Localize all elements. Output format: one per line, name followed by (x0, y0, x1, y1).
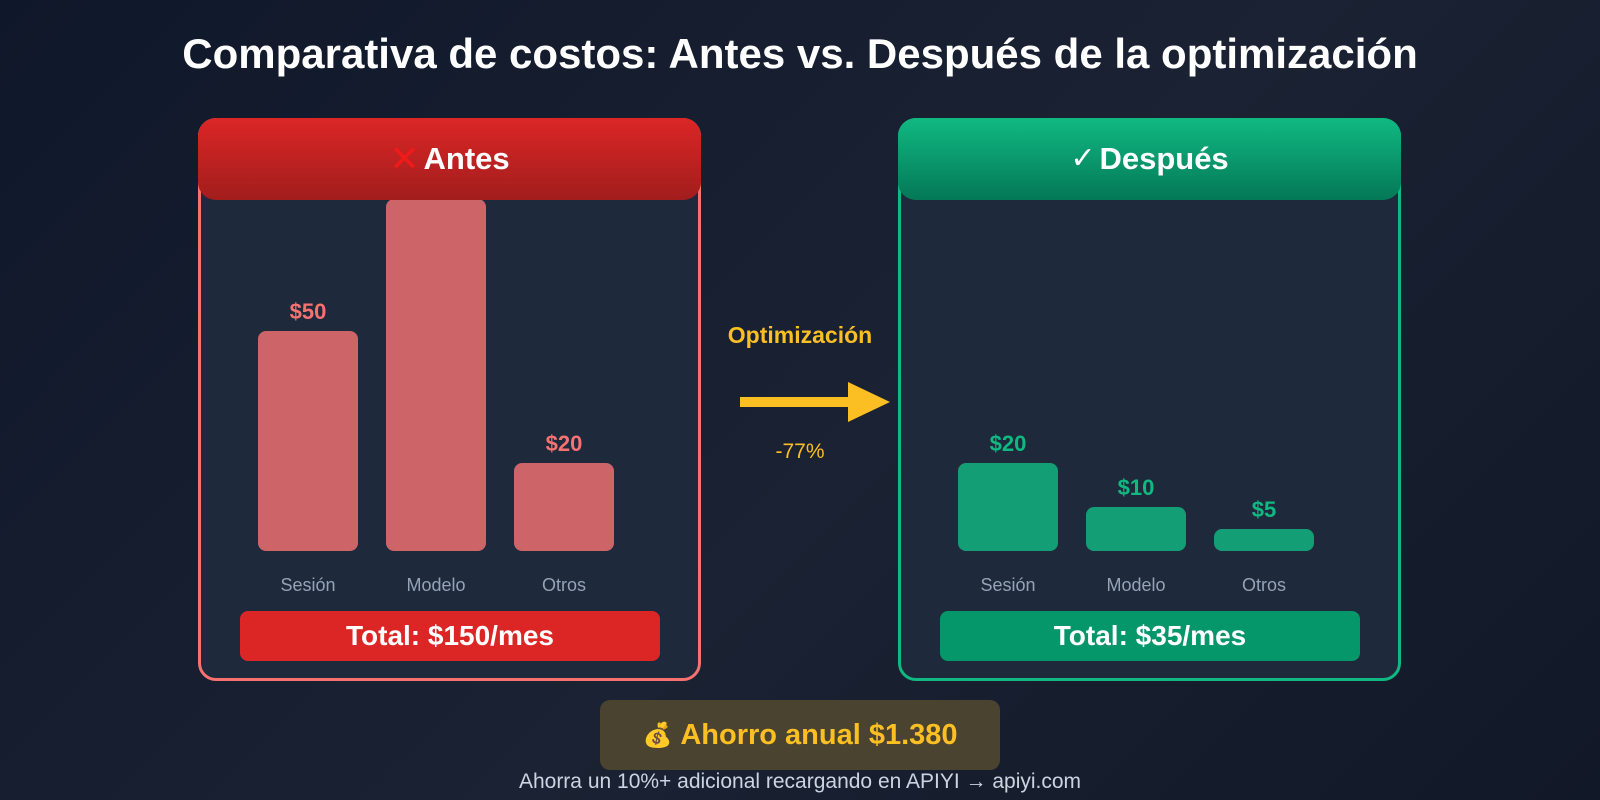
footer-note: Ahorra un 10%+ adicional recargando en A… (518, 770, 1082, 793)
right-arrow-icon (740, 382, 890, 422)
before-category-label-2: Otros (541, 575, 586, 595)
annual-savings-label: Ahorro anual $1.380 (680, 718, 958, 751)
before-panel-title: Antes (423, 141, 510, 176)
annual-savings-badge: 💰 Ahorro anual $1.380 (600, 700, 1000, 770)
after-panel: Total: $35/mes $20 Sesión $10 Modelo $5 Otros… (898, 118, 1401, 681)
after-bar-value-1: $10 (1117, 475, 1155, 500)
money-bag-icon: 💰 (642, 721, 673, 749)
before-total: Total: $150/mes (240, 611, 660, 661)
after-category-label-2: Otros (1241, 575, 1286, 595)
before-bar-value-2: $20 (545, 431, 583, 456)
after-bar-2 (1214, 529, 1314, 551)
optimization-label: Optimización (727, 322, 873, 348)
after-bar-0 (958, 463, 1058, 551)
before-bar-0 (258, 331, 358, 551)
before-bar-2 (514, 463, 614, 551)
after-bar-value-2: $5 (1251, 497, 1277, 522)
after-bar-1 (1086, 507, 1186, 551)
after-category-label-0: Sesión (980, 575, 1036, 595)
after-panel-title: Después (1099, 141, 1229, 176)
after-panel-header: ✓ Después (898, 118, 1401, 200)
chart-title: Comparativa de costos: Antes vs. Después… (182, 30, 1418, 77)
before-category-label-1: Modelo (406, 575, 466, 595)
after-bar-value-0: $20 (989, 431, 1027, 456)
check-icon: ✓ (1070, 142, 1096, 175)
cross-icon: ✕ (389, 138, 420, 179)
before-panel-header: ✕ Antes (198, 118, 701, 200)
before-bar-1 (386, 199, 486, 551)
before-panel: Total: $150/mes $50Sesión$80Modelo$20Otr… (198, 118, 701, 681)
reduction-percent: -77% (775, 440, 825, 463)
before-bar-value-0: $50 (289, 299, 327, 324)
after-total: Total: $35/mes (940, 611, 1360, 661)
after-category-label-1: Modelo (1106, 575, 1166, 595)
before-category-label-0: Sesión (280, 575, 336, 595)
